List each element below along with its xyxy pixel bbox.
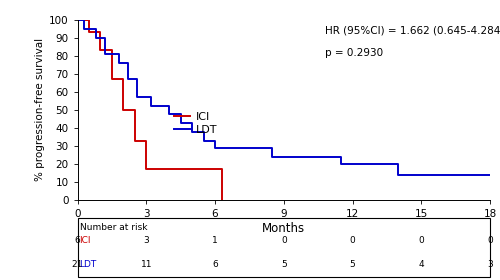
Text: 3: 3	[487, 260, 493, 269]
Text: 6: 6	[212, 260, 218, 269]
Text: 11: 11	[140, 260, 152, 269]
Text: 0: 0	[281, 236, 286, 245]
X-axis label: Months: Months	[262, 222, 306, 235]
Text: 0: 0	[350, 236, 356, 245]
Legend: ICI, LDT: ICI, LDT	[174, 112, 218, 135]
Text: Number at risk: Number at risk	[80, 223, 147, 232]
Text: 5: 5	[350, 260, 356, 269]
Text: p = 0.2930: p = 0.2930	[325, 48, 383, 59]
Text: HR (95%CI) = 1.662 (0.645-4.284): HR (95%CI) = 1.662 (0.645-4.284)	[325, 25, 500, 35]
Text: 4: 4	[418, 260, 424, 269]
Text: 5: 5	[281, 260, 286, 269]
Text: 0: 0	[487, 236, 493, 245]
Text: 1: 1	[212, 236, 218, 245]
Text: 21: 21	[72, 260, 83, 269]
Text: ICI: ICI	[80, 236, 91, 245]
Text: 0: 0	[418, 236, 424, 245]
Text: LDT: LDT	[80, 260, 97, 269]
Text: 6: 6	[74, 236, 80, 245]
Text: 3: 3	[144, 236, 149, 245]
Y-axis label: % progression-free survival: % progression-free survival	[34, 38, 44, 181]
